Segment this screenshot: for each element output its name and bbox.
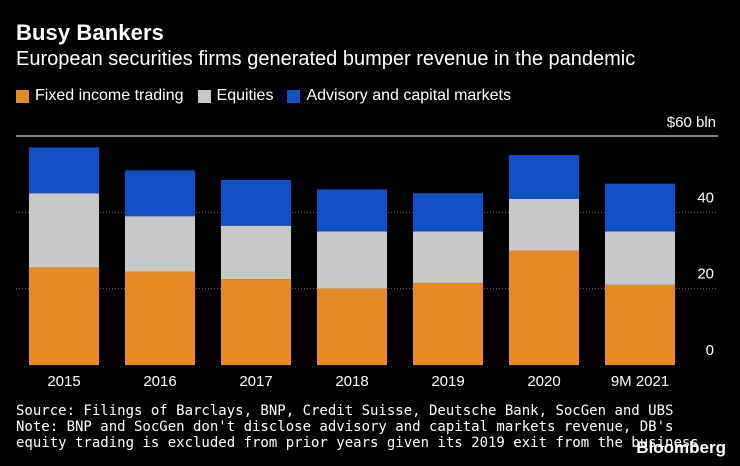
bar-segment-advisory: [604, 183, 676, 232]
bar-segment-fixed-income: [316, 288, 388, 365]
y-tick-label: 20: [697, 266, 714, 283]
legend-label-advisory: Advisory and capital markets: [306, 87, 511, 104]
unit-label: $60 bln: [667, 114, 716, 131]
chart-subtitle: European securities firms generated bump…: [16, 48, 636, 70]
legend-swatch-advisory: [287, 89, 301, 103]
bar-segment-equities: [604, 231, 676, 285]
legend-label-equities: Equities: [216, 87, 274, 104]
chart-title: Busy Bankers: [16, 20, 164, 45]
legend-label-fixed-income: Fixed income trading: [35, 87, 184, 104]
legend-item-equities: Equities: [197, 87, 274, 105]
legend-item-advisory: Advisory and capital markets: [287, 87, 511, 105]
bar-segment-equities: [412, 231, 484, 283]
x-tick-label: 2015: [47, 373, 80, 390]
bar-segment-advisory: [28, 147, 100, 194]
x-tick-label: 2017: [239, 373, 272, 390]
bar-segment-advisory: [508, 155, 580, 199]
bloomberg-logo: Bloomberg: [636, 438, 726, 457]
bar-segment-advisory: [412, 193, 484, 232]
bar-segment-advisory: [124, 170, 196, 217]
source-note: Source: Filings of Barclays, BNP, Credit…: [16, 403, 674, 419]
notes: Source: Filings of Barclays, BNP, Credit…: [16, 403, 699, 451]
x-axis-labels: 2015 2016 2017 2018 2019 2020 9M 2021: [47, 373, 669, 390]
bar-segment-equities: [28, 193, 100, 268]
bar-segment-advisory: [316, 189, 388, 232]
bars: [28, 147, 676, 365]
legend-swatch-fixed-income: [16, 89, 29, 103]
footnote-line-2: equity trading is excluded from prior ye…: [16, 435, 699, 451]
bar-segment-equities: [508, 198, 580, 251]
legend-item-fixed-income: Fixed income trading: [16, 87, 184, 105]
legend: Fixed income trading Equities Advisory a…: [16, 87, 525, 105]
legend-swatch-equities: [197, 89, 211, 103]
bar-segment-advisory: [220, 179, 292, 226]
bar-segment-fixed-income: [604, 284, 676, 365]
x-tick-label: 2016: [143, 373, 176, 390]
x-tick-label: 2018: [335, 373, 368, 390]
y-tick-label: 0: [706, 342, 714, 359]
y-axis-labels: 0 20 40: [697, 189, 714, 359]
footnote-line-1: Note: BNP and SocGen don't disclose advi…: [16, 419, 674, 435]
bar-segment-fixed-income: [508, 250, 580, 365]
bar-segment-fixed-income: [124, 271, 196, 365]
bar-segment-fixed-income: [412, 282, 484, 365]
bar-segment-fixed-income: [220, 279, 292, 365]
bar-segment-equities: [316, 231, 388, 289]
bar-segment-fixed-income: [28, 267, 100, 365]
bar-segment-equities: [124, 216, 196, 272]
x-tick-label: 2019: [431, 373, 464, 390]
y-tick-label: 40: [697, 189, 714, 206]
bar-segment-equities: [220, 225, 292, 280]
x-tick-label: 2020: [527, 373, 560, 390]
x-tick-label: 9M 2021: [611, 373, 669, 390]
